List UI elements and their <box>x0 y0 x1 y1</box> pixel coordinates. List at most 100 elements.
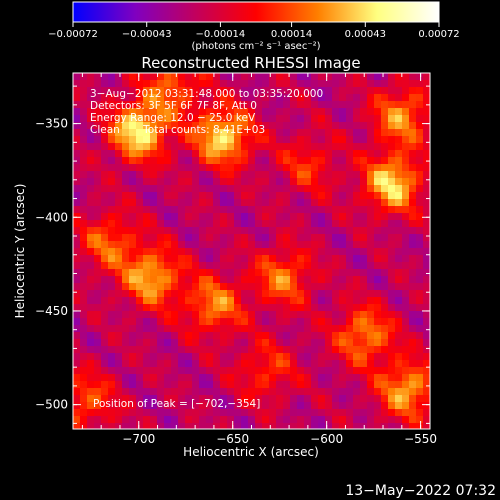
heatmap-cell <box>213 360 220 367</box>
heatmap-cell <box>115 94 122 101</box>
heatmap-cell <box>381 171 388 178</box>
heatmap-cell <box>199 416 206 423</box>
heatmap-cell <box>115 311 122 318</box>
heatmap-cell <box>304 297 311 304</box>
heatmap-cell <box>164 311 171 318</box>
heatmap-cell <box>395 318 402 325</box>
heatmap-cell <box>332 213 339 220</box>
heatmap-cell <box>276 241 283 248</box>
heatmap-cell <box>185 241 192 248</box>
heatmap-cell <box>157 276 164 283</box>
heatmap-cell <box>360 255 367 262</box>
heatmap-cell <box>297 192 304 199</box>
heatmap-cell <box>192 318 199 325</box>
heatmap-cell <box>227 339 234 346</box>
heatmap-cell <box>122 73 129 80</box>
heatmap-cell <box>192 332 199 339</box>
heatmap-cell <box>255 276 262 283</box>
heatmap-cell <box>73 262 80 269</box>
heatmap-cell <box>227 213 234 220</box>
heatmap-cell <box>388 416 395 423</box>
heatmap-cell <box>423 304 430 311</box>
heatmap-cell <box>164 283 171 290</box>
heatmap-cell <box>276 339 283 346</box>
heatmap-cell <box>402 402 409 409</box>
heatmap-cell <box>143 283 150 290</box>
heatmap-cell <box>80 353 87 360</box>
heatmap-cell <box>94 276 101 283</box>
heatmap-cell <box>423 339 430 346</box>
heatmap-cell <box>220 171 227 178</box>
heatmap-cell <box>332 164 339 171</box>
heatmap-cell <box>269 143 276 150</box>
heatmap-cell <box>325 283 332 290</box>
heatmap-cell <box>262 94 269 101</box>
heatmap-cell <box>234 332 241 339</box>
heatmap-cell <box>164 108 171 115</box>
heatmap-cell <box>213 94 220 101</box>
heatmap-cell <box>73 213 80 220</box>
heatmap-cell <box>339 80 346 87</box>
heatmap-cell <box>409 143 416 150</box>
heatmap-cell <box>297 304 304 311</box>
heatmap-cell <box>297 213 304 220</box>
heatmap-cell <box>164 220 171 227</box>
heatmap-cell <box>150 297 157 304</box>
heatmap-cell <box>87 115 94 122</box>
heatmap-cell <box>339 150 346 157</box>
heatmap-cell <box>304 290 311 297</box>
heatmap-cell <box>164 150 171 157</box>
heatmap-cell <box>101 73 108 80</box>
heatmap-cell <box>374 283 381 290</box>
heatmap-cell <box>346 367 353 374</box>
heatmap-cell <box>129 353 136 360</box>
heatmap-cell <box>192 290 199 297</box>
heatmap-cell <box>318 206 325 213</box>
heatmap-cell <box>318 150 325 157</box>
heatmap-cell <box>269 199 276 206</box>
heatmap-cell <box>73 150 80 157</box>
heatmap-cell <box>395 157 402 164</box>
heatmap-cell <box>87 122 94 129</box>
heatmap-cell <box>367 395 374 402</box>
heatmap-cell <box>136 241 143 248</box>
heatmap-cell <box>353 157 360 164</box>
heatmap-cell <box>346 304 353 311</box>
heatmap-cell <box>150 262 157 269</box>
heatmap-cell <box>87 360 94 367</box>
heatmap-cell <box>241 346 248 353</box>
heatmap-cell <box>269 374 276 381</box>
heatmap-cell <box>171 346 178 353</box>
heatmap-cell <box>416 269 423 276</box>
heatmap-cell <box>220 395 227 402</box>
heatmap-cell <box>178 423 185 429</box>
heatmap-cell <box>395 353 402 360</box>
heatmap-cell <box>255 73 262 80</box>
heatmap-cell <box>143 164 150 171</box>
heatmap-cell <box>185 122 192 129</box>
heatmap-cell <box>332 402 339 409</box>
heatmap-cell <box>234 353 241 360</box>
heatmap-cell <box>220 101 227 108</box>
heatmap-cell <box>395 409 402 416</box>
heatmap-cell <box>87 367 94 374</box>
heatmap-cell <box>339 94 346 101</box>
heatmap-cell <box>143 311 150 318</box>
heatmap-cell <box>395 143 402 150</box>
heatmap-cell <box>192 87 199 94</box>
heatmap-cell <box>129 234 136 241</box>
heatmap-cell <box>115 185 122 192</box>
heatmap-cell <box>157 311 164 318</box>
heatmap-cell <box>388 255 395 262</box>
heatmap-cell <box>346 227 353 234</box>
heatmap-cell <box>241 353 248 360</box>
heatmap-cell <box>353 346 360 353</box>
heatmap-cell <box>150 416 157 423</box>
heatmap-cell <box>283 304 290 311</box>
heatmap-cell <box>318 178 325 185</box>
heatmap-cell <box>339 136 346 143</box>
heatmap-cell <box>73 416 80 423</box>
heatmap-cell <box>206 346 213 353</box>
heatmap-cell <box>416 227 423 234</box>
heatmap-cell <box>290 87 297 94</box>
